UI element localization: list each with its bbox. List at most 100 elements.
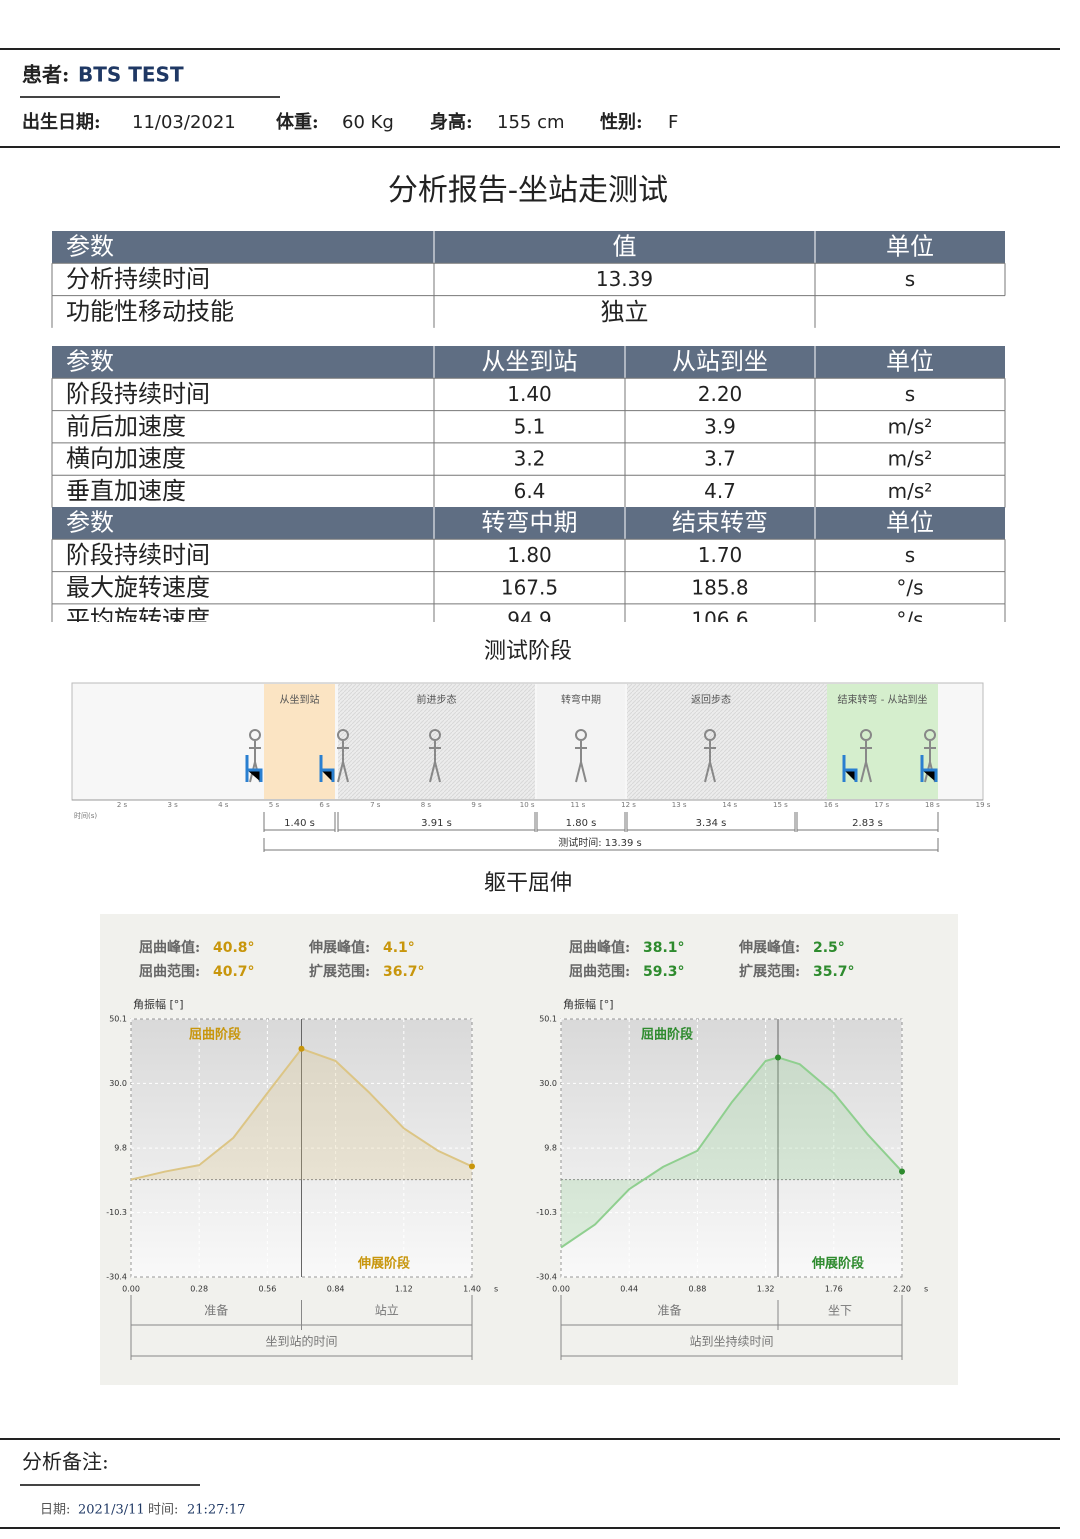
y-tick-label: -30.4 xyxy=(106,1273,127,1282)
tick-label: 5 s xyxy=(269,801,280,809)
tick-label: 13 s xyxy=(672,801,687,809)
x-tick-label: 1.40 xyxy=(463,1285,481,1294)
table-cell: 1.40 xyxy=(507,382,552,406)
phase-label: 返回步态 xyxy=(691,693,731,706)
phase-region xyxy=(338,684,535,799)
tick-label: 18 s xyxy=(925,801,940,809)
y-tick-label: -10.3 xyxy=(536,1208,557,1217)
table-cell: 3.9 xyxy=(704,414,736,438)
icon-body xyxy=(704,741,716,783)
x-tick-label: 0.88 xyxy=(688,1285,706,1294)
phase-label: 从坐到站 xyxy=(280,693,320,706)
table-cell: 单位 xyxy=(886,348,934,376)
stat-value: 38.1° xyxy=(643,940,685,956)
table-cell: 参数 xyxy=(66,348,114,376)
segment-label: 准备 xyxy=(657,1304,681,1318)
figure-icon xyxy=(575,729,587,783)
segment-bracket xyxy=(130,1295,473,1360)
tick-label: 16 s xyxy=(824,801,839,809)
table-cell: 2.20 xyxy=(698,382,743,406)
total-label: 测试时间: 13.39 s xyxy=(558,836,642,849)
stat-label: 屈曲范围: xyxy=(569,963,630,980)
y-tick-label: 30.0 xyxy=(539,1079,557,1088)
phase-label: 结束转弯 - 从站到坐 xyxy=(838,693,928,706)
value: 155 cm xyxy=(497,112,565,133)
report-title: 分析报告-坐站走测试 xyxy=(388,173,668,208)
table-cell: 1.80 xyxy=(507,543,552,567)
icon-body xyxy=(337,741,349,783)
label: 时间: xyxy=(148,1503,178,1518)
duration-label: 3.91 s xyxy=(421,818,452,829)
value: 60 Kg xyxy=(342,112,394,133)
table-cell: 转弯中期 xyxy=(482,509,578,537)
duration-label: 3.34 s xyxy=(696,818,727,829)
y-tick-label: 9.8 xyxy=(544,1144,557,1153)
table-cell: 平均旋转速度 xyxy=(66,606,210,634)
axis-title: 角振幅 [°] xyxy=(133,997,184,1011)
stat-label: 扩展范围: xyxy=(309,963,370,980)
tick-label: 7 s xyxy=(370,801,381,809)
label: 日期: xyxy=(40,1503,70,1518)
label: 性别: xyxy=(600,111,643,133)
label: 出生日期: xyxy=(22,111,101,133)
table-cell: 参数 xyxy=(66,233,114,261)
duration-label: 1.80 s xyxy=(566,818,597,829)
figure-icon xyxy=(860,729,872,783)
phase-region xyxy=(795,684,827,799)
y-tick-label: -10.3 xyxy=(106,1208,127,1217)
section-title: 测试阶段 xyxy=(484,639,572,664)
notes-label: 分析备注: xyxy=(22,1450,109,1474)
stat-label: 扩展范围: xyxy=(739,963,800,980)
table-cell: 单位 xyxy=(886,233,934,261)
table-cell: 最大旋转速度 xyxy=(66,573,210,601)
table-cell: 值 xyxy=(613,233,637,261)
chair-icon xyxy=(920,755,938,782)
table-cell: 前后加速度 xyxy=(66,412,186,440)
x-tick-label: 0.00 xyxy=(552,1285,570,1294)
x-tick-label: 0.44 xyxy=(620,1285,638,1294)
table-header xyxy=(52,346,1005,379)
point xyxy=(469,1163,475,1170)
x-tick-label: 0.28 xyxy=(190,1285,208,1294)
tick-label: 10 s xyxy=(520,801,535,809)
tick-label: 15 s xyxy=(773,801,788,809)
figure-icon xyxy=(704,729,716,783)
axis-label: 时间(s) xyxy=(74,811,97,820)
table-cell: 从坐到站 xyxy=(482,348,578,376)
table-cell: 阶段持续时间 xyxy=(66,541,210,569)
table-cell: 4.7 xyxy=(704,479,736,503)
x-tick-label: 1.12 xyxy=(395,1285,413,1294)
section-title: 躯干屈伸 xyxy=(484,871,572,896)
y-tick-label: 50.1 xyxy=(109,1015,127,1024)
stat-value: 40.7° xyxy=(213,964,255,980)
table-cell: 5.1 xyxy=(514,414,546,438)
table-cell: 94.9 xyxy=(507,608,552,632)
tick-label: 9 s xyxy=(471,801,482,809)
table-cell: 单位 xyxy=(886,509,934,537)
stat-label: 屈曲范围: xyxy=(139,963,200,980)
area xyxy=(131,1048,472,1180)
x-tick-label: 0.56 xyxy=(258,1285,276,1294)
axis-unit: s xyxy=(494,1285,498,1294)
table-header xyxy=(52,231,1005,264)
phase-region xyxy=(264,684,335,799)
line xyxy=(560,1056,903,1249)
duration-bracket xyxy=(536,812,626,832)
table-cell: 106.6 xyxy=(691,608,748,632)
table-cell: 185.8 xyxy=(691,575,748,599)
tick-label: 17 s xyxy=(874,801,889,809)
table-cell: °/s xyxy=(896,608,923,632)
table-cell: 3.2 xyxy=(514,447,546,471)
stat-value: 2.5° xyxy=(813,940,845,956)
tick-label: 2 s xyxy=(117,801,128,809)
duration-bracket xyxy=(263,812,336,832)
x-tick-label: 1.32 xyxy=(757,1285,775,1294)
table-cell: 功能性移动技能 xyxy=(66,297,234,325)
icon-head xyxy=(249,729,261,741)
segment-label: 站立 xyxy=(375,1303,399,1318)
segment-label: 坐下 xyxy=(828,1304,852,1318)
